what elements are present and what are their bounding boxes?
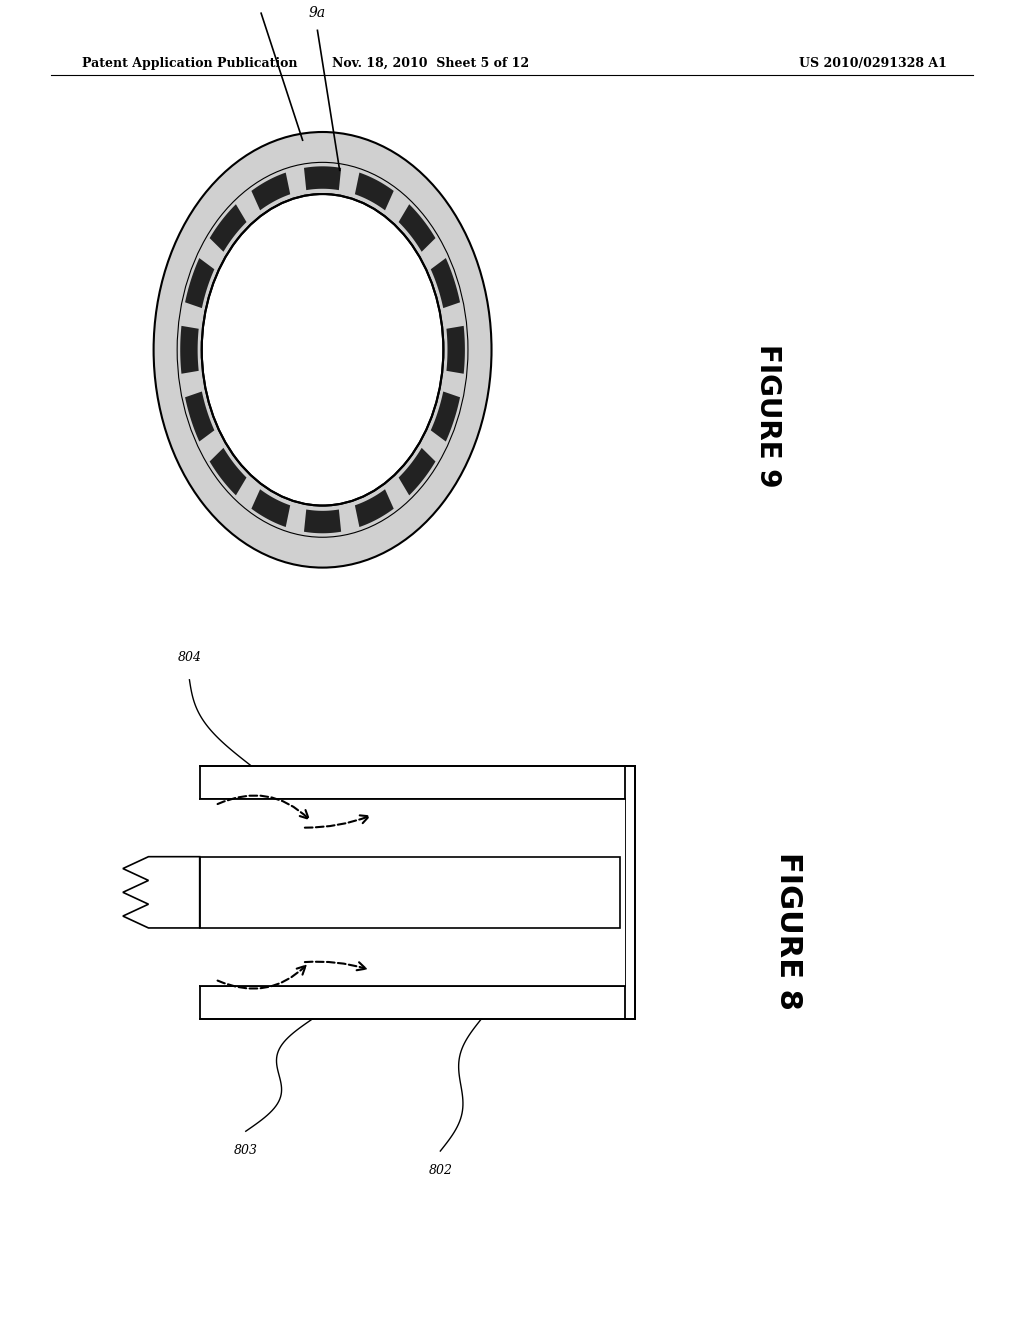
Circle shape <box>202 194 443 506</box>
Polygon shape <box>398 447 435 495</box>
Polygon shape <box>431 259 460 308</box>
Text: 804: 804 <box>177 651 202 664</box>
FancyBboxPatch shape <box>200 857 620 928</box>
Text: Nov. 18, 2010  Sheet 5 of 12: Nov. 18, 2010 Sheet 5 of 12 <box>332 57 528 70</box>
Polygon shape <box>355 173 393 210</box>
FancyBboxPatch shape <box>200 799 625 986</box>
Polygon shape <box>355 490 393 527</box>
Polygon shape <box>185 259 214 308</box>
Polygon shape <box>154 132 492 568</box>
Text: 9a: 9a <box>309 5 326 20</box>
Polygon shape <box>398 205 435 252</box>
Circle shape <box>202 194 443 506</box>
Polygon shape <box>446 326 465 374</box>
Polygon shape <box>431 392 460 441</box>
Text: FIGURE 9: FIGURE 9 <box>754 345 782 487</box>
Polygon shape <box>252 173 290 210</box>
FancyBboxPatch shape <box>200 766 635 799</box>
Text: 802: 802 <box>428 1164 453 1177</box>
FancyBboxPatch shape <box>200 986 635 1019</box>
Polygon shape <box>304 166 341 190</box>
Polygon shape <box>185 392 214 441</box>
Text: Patent Application Publication: Patent Application Publication <box>82 57 297 70</box>
Polygon shape <box>210 205 247 252</box>
Text: FIGURE 8: FIGURE 8 <box>774 851 803 1010</box>
Text: 803: 803 <box>233 1144 258 1158</box>
Polygon shape <box>123 857 200 928</box>
Polygon shape <box>180 326 199 374</box>
Text: US 2010/0291328 A1: US 2010/0291328 A1 <box>799 57 946 70</box>
FancyBboxPatch shape <box>625 766 635 1019</box>
Polygon shape <box>251 490 290 527</box>
Polygon shape <box>210 447 247 495</box>
Polygon shape <box>304 510 341 533</box>
